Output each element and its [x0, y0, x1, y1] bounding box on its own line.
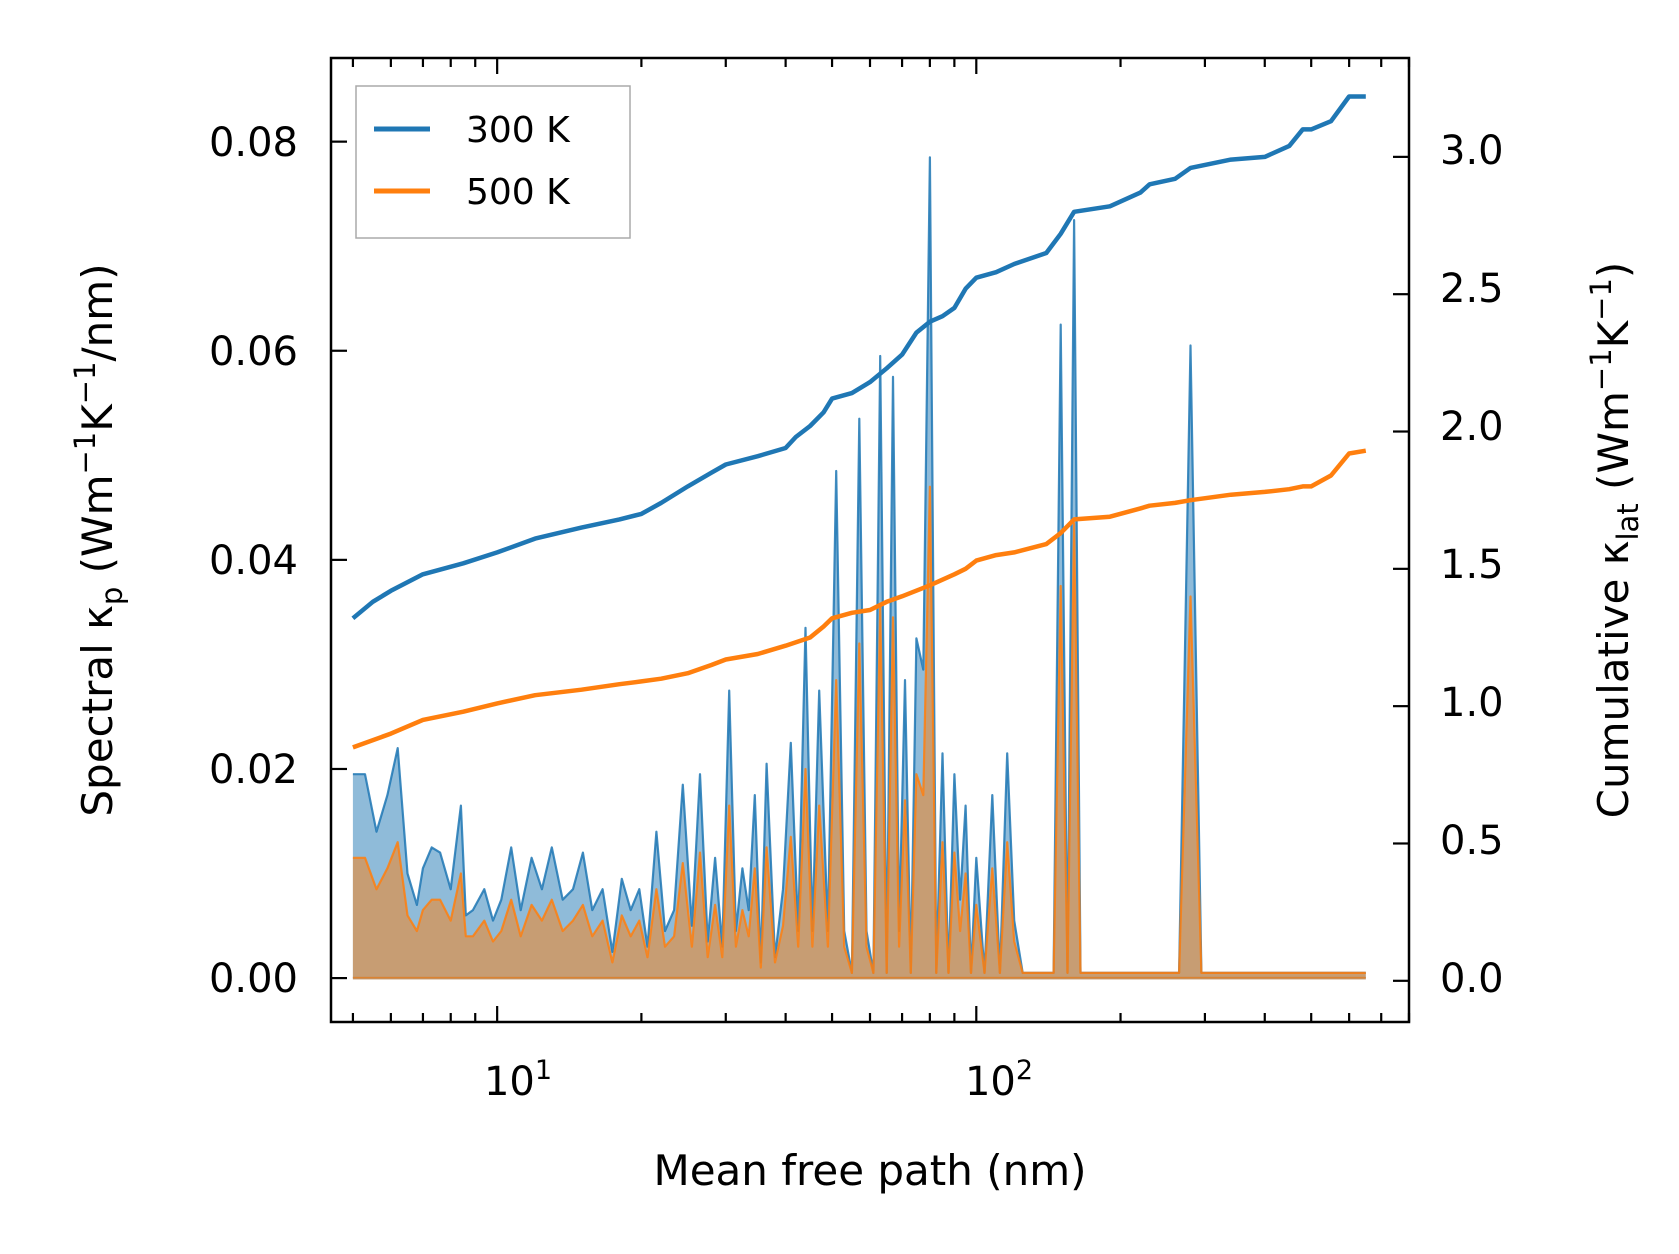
spectral-line-300k — [352, 156, 1366, 975]
left-tick-label: 0.00 — [209, 956, 298, 1002]
left-tick-label: 0.02 — [209, 747, 298, 793]
right-tick-label: 1.0 — [1440, 680, 1504, 726]
cumulative-layer — [351, 94, 1367, 750]
cumulative-line-300k — [351, 94, 1366, 621]
spectral-layer — [352, 156, 1366, 980]
ticks-layer — [331, 58, 1411, 1022]
right-tick-label: 0.5 — [1440, 818, 1504, 864]
legend: 300 K 500 K — [355, 85, 631, 239]
spectral-line-500k — [352, 485, 1366, 975]
x-tick-label-100: 102 — [965, 1055, 1033, 1105]
y-axis-label-right: Cumulative κlat (Wm−1K−1) — [1584, 262, 1645, 819]
right-tick-label: 2.5 — [1440, 266, 1504, 312]
left-tick-label: 0.06 — [209, 329, 298, 375]
right-tick-label: 0.0 — [1440, 956, 1504, 1002]
right-tick-label: 3.0 — [1440, 128, 1504, 174]
left-tick-label: 0.04 — [209, 538, 298, 584]
legend-label-500k: 500 K — [466, 172, 571, 213]
legend-box — [355, 85, 631, 239]
cumulative-line-500k — [352, 448, 1367, 750]
spectral-area-500k — [352, 486, 1366, 979]
right-tick-label: 2.0 — [1440, 404, 1504, 450]
legend-label-300k: 300 K — [466, 110, 571, 151]
plot-area — [351, 94, 1367, 980]
y-axis-label-left: Spectral κp (Wm−1K−1/nm) — [68, 263, 129, 816]
right-tick-label: 1.5 — [1440, 542, 1504, 588]
x-tick-label-10: 101 — [484, 1055, 552, 1105]
left-tick-label: 0.08 — [209, 120, 298, 166]
spectral-area-300k — [352, 157, 1366, 979]
x-axis-label: Mean free path (nm) — [653, 1146, 1086, 1195]
